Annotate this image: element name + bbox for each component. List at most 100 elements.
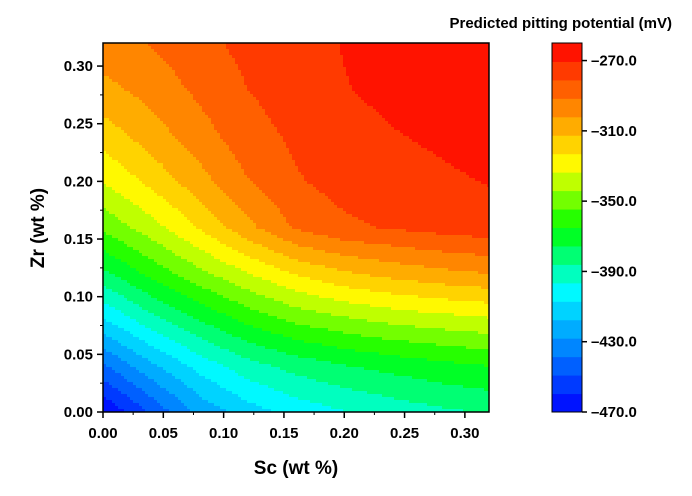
contour-cell: [232, 106, 236, 110]
contour-cell: [202, 145, 206, 149]
contour-cell: [391, 85, 395, 89]
contour-cell: [208, 61, 212, 65]
contour-cell: [340, 79, 344, 83]
contour-cell: [406, 73, 410, 77]
contour-cell: [127, 100, 131, 104]
contour-cell: [352, 61, 356, 65]
contour-cell: [106, 46, 110, 50]
contour-cell: [361, 121, 365, 125]
contour-cell: [445, 127, 449, 131]
contour-cell: [460, 73, 464, 77]
contour-cell: [385, 97, 389, 101]
contour-cell: [250, 61, 254, 65]
contour-cell: [478, 124, 482, 128]
contour-cell: [220, 49, 224, 53]
contour-cell: [364, 121, 368, 125]
contour-cell: [487, 124, 489, 128]
contour-cell: [316, 79, 320, 83]
contour-cell: [394, 70, 398, 74]
contour-cell: [379, 52, 383, 56]
contour-cell: [271, 118, 275, 122]
contour-cell: [424, 112, 428, 116]
contour-cell: [286, 115, 290, 119]
contour-cell: [256, 127, 260, 131]
contour-cell: [211, 109, 215, 113]
contour-cell: [178, 88, 182, 92]
contour-cell: [103, 103, 107, 107]
contour-cell: [151, 121, 155, 125]
contour-cell: [139, 139, 143, 143]
contour-cell: [112, 127, 116, 131]
contour-cell: [214, 139, 218, 143]
contour-cell: [349, 139, 353, 143]
contour-cell: [346, 118, 350, 122]
contour-cell: [421, 64, 425, 68]
contour-cell: [151, 79, 155, 83]
contour-cell: [160, 118, 164, 122]
contour-cell: [109, 58, 113, 62]
contour-cell: [112, 100, 116, 104]
contour-cell: [337, 118, 341, 122]
contour-cell: [400, 97, 404, 101]
contour-cell: [298, 148, 302, 152]
contour-cell: [169, 61, 173, 65]
contour-cell: [169, 79, 173, 83]
contour-cell: [217, 103, 221, 107]
contour-cell: [460, 121, 464, 125]
contour-cell: [139, 103, 143, 107]
contour-cell: [376, 106, 380, 110]
contour-cell: [481, 88, 485, 92]
contour-cell: [367, 100, 371, 104]
contour-cell: [160, 64, 164, 68]
contour-cell: [406, 106, 410, 110]
contour-cell: [448, 151, 452, 155]
contour-cell: [250, 82, 254, 86]
contour-cell: [310, 139, 314, 143]
contour-cell: [235, 46, 239, 50]
contour-cell: [322, 94, 326, 98]
contour-cell: [172, 55, 176, 59]
contour-cell: [304, 52, 308, 56]
contour-cell: [190, 67, 194, 71]
contour-cell: [367, 82, 371, 86]
contour-cell: [283, 46, 287, 50]
contour-cell: [415, 124, 419, 128]
contour-cell: [142, 94, 146, 98]
contour-cell: [343, 136, 347, 140]
contour-cell: [193, 70, 197, 74]
contour-cell: [274, 130, 278, 134]
contour-cell: [184, 118, 188, 122]
contour-cell: [121, 148, 125, 152]
contour-cell: [109, 157, 113, 161]
contour-cell: [238, 88, 242, 92]
contour-cell: [421, 136, 425, 140]
contour-cell: [481, 115, 485, 119]
contour-cell: [205, 142, 209, 146]
contour-cell: [439, 130, 443, 134]
contour-cell: [223, 82, 227, 86]
contour-cell: [280, 112, 284, 116]
contour-cell: [433, 73, 437, 77]
contour-cell: [262, 106, 266, 110]
contour-cell: [118, 127, 122, 131]
contour-cell: [280, 124, 284, 128]
contour-cell: [487, 85, 489, 89]
contour-cell: [352, 127, 356, 131]
contour-cell: [265, 82, 269, 86]
contour-cell: [313, 67, 317, 71]
contour-cell: [406, 97, 410, 101]
contour-cell: [238, 52, 242, 56]
contour-cell: [370, 64, 374, 68]
contour-cell: [166, 67, 170, 71]
contour-cell: [349, 115, 353, 119]
contour-cell: [262, 64, 266, 68]
contour-cell: [226, 58, 230, 62]
contour-cell: [421, 55, 425, 59]
contour-cell: [178, 118, 182, 122]
contour-cell: [196, 82, 200, 86]
contour-cell: [289, 79, 293, 83]
contour-cell: [274, 94, 278, 98]
contour-cell: [487, 67, 489, 71]
contour-cell: [271, 133, 275, 137]
contour-cell: [283, 127, 287, 131]
